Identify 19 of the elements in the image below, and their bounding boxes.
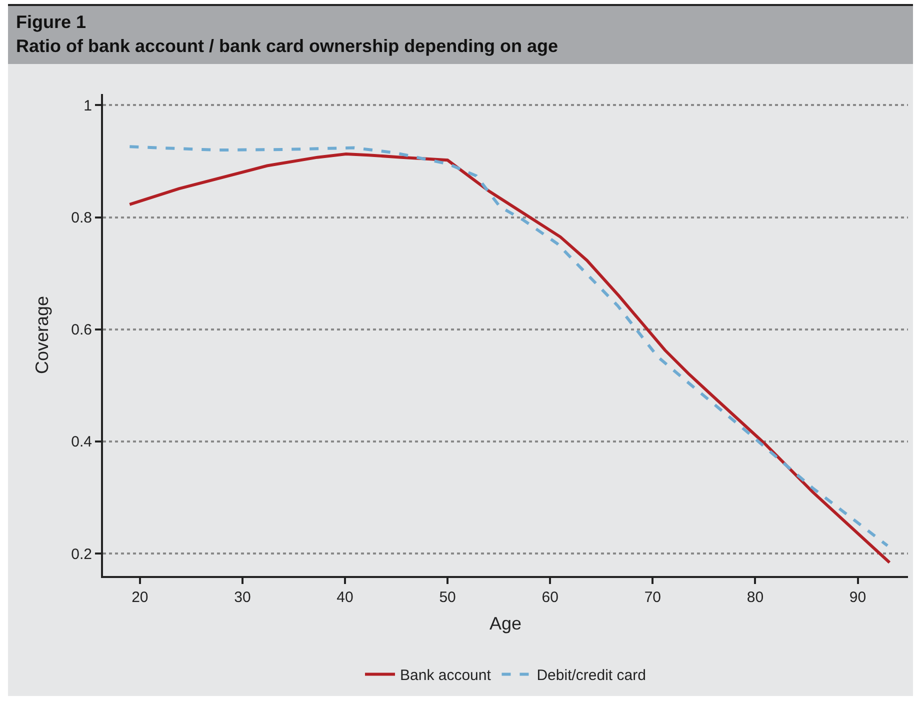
y-tick-label: 0.6 <box>71 322 92 339</box>
x-tick-label: 20 <box>132 589 148 606</box>
x-tick-label: 30 <box>234 589 251 606</box>
chart-subtitle: Ratio of bank account / bank card ownership depending on age <box>16 35 560 58</box>
y-tick-label: 0.8 <box>71 210 92 227</box>
x-tick-label: 90 <box>849 589 866 606</box>
legend-label: Bank account <box>400 667 492 684</box>
chart-title: Figure 1 <box>16 11 88 34</box>
y-tick-label: 1 <box>84 97 92 114</box>
x-axis-title: Age <box>489 614 522 634</box>
x-tick-label: 50 <box>439 589 456 606</box>
x-tick-label: 80 <box>746 589 764 606</box>
legend-label: Debit/credit card <box>536 667 646 684</box>
x-tick-label: 40 <box>336 589 354 606</box>
y-axis-title: Coverage <box>32 296 52 374</box>
x-tick-label: 70 <box>644 589 662 606</box>
x-tick-label: 60 <box>542 589 558 606</box>
y-tick-label: 0.2 <box>71 546 92 563</box>
y-tick-label: 0.4 <box>71 434 92 451</box>
